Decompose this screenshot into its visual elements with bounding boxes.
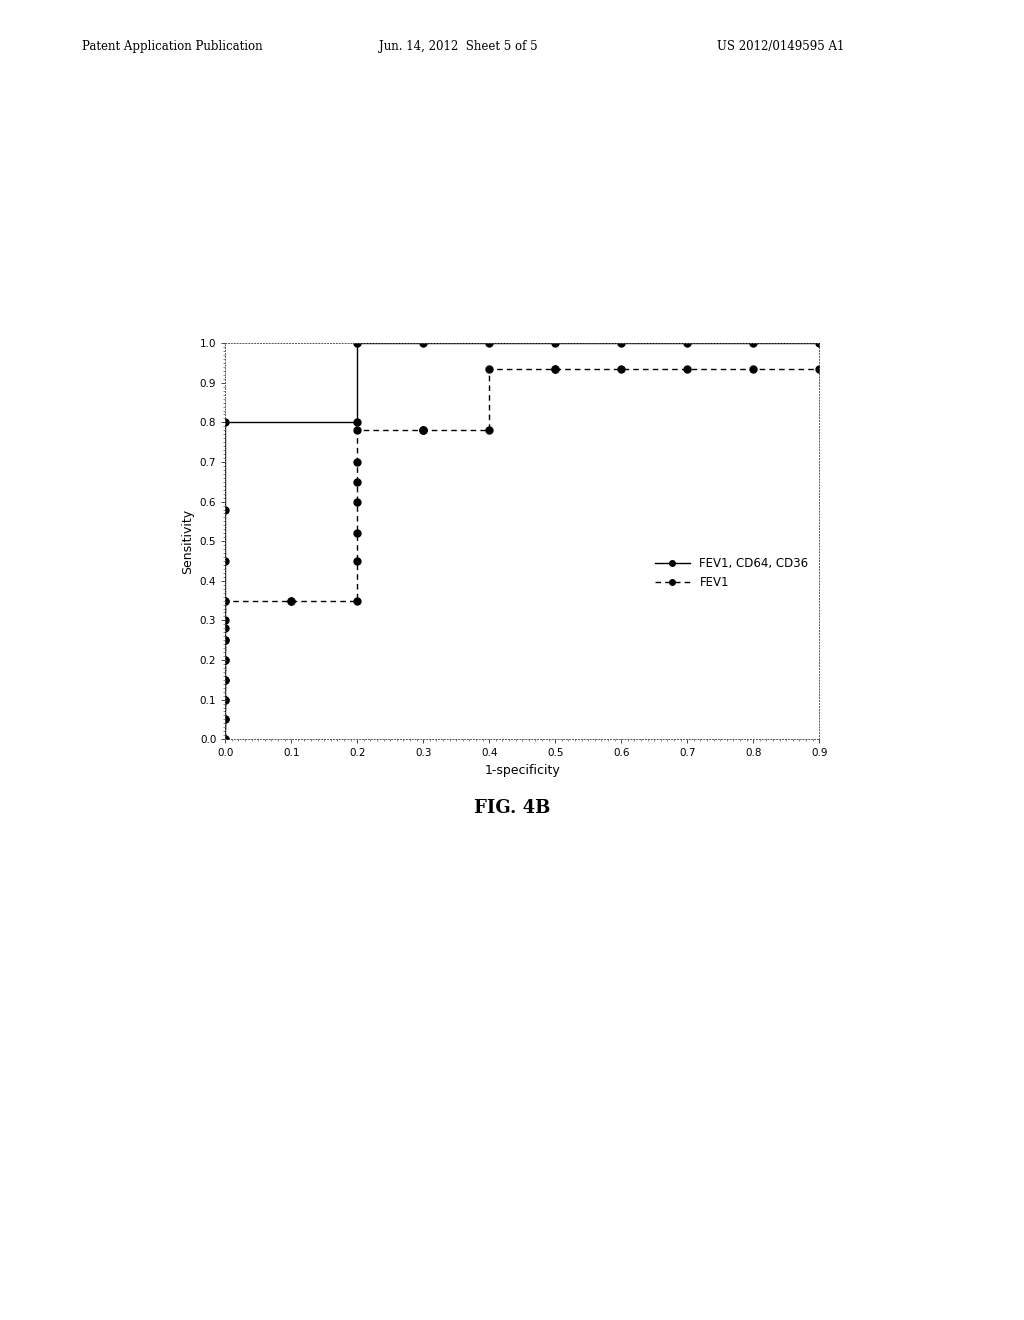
Legend: FEV1, CD64, CD36, FEV1: FEV1, CD64, CD36, FEV1 xyxy=(650,552,813,594)
Text: FIG. 4B: FIG. 4B xyxy=(474,799,550,817)
Text: US 2012/0149595 A1: US 2012/0149595 A1 xyxy=(717,40,844,53)
Text: Jun. 14, 2012  Sheet 5 of 5: Jun. 14, 2012 Sheet 5 of 5 xyxy=(379,40,538,53)
Y-axis label: Sensitivity: Sensitivity xyxy=(181,508,195,574)
Text: Patent Application Publication: Patent Application Publication xyxy=(82,40,262,53)
X-axis label: 1-specificity: 1-specificity xyxy=(484,764,560,776)
